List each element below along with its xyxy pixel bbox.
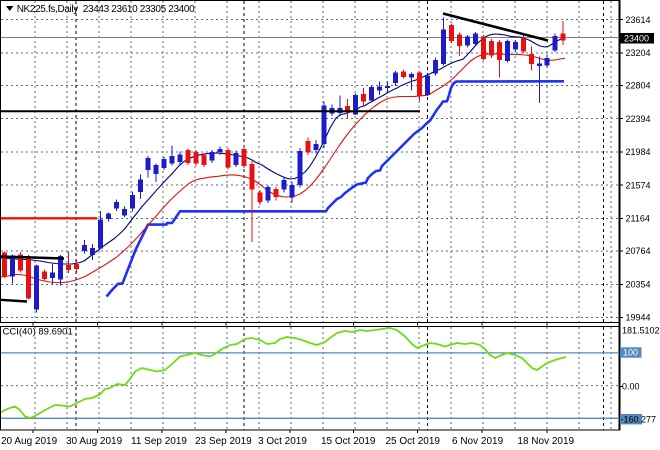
- svg-text:20 Aug 2019: 20 Aug 2019: [1, 436, 58, 447]
- svg-text:21574: 21574: [626, 180, 651, 190]
- svg-text:-160.277: -160.277: [621, 414, 657, 424]
- svg-text:23 Sep 2019: 23 Sep 2019: [195, 436, 252, 447]
- svg-text:22394: 22394: [626, 114, 651, 124]
- svg-text:25 Oct 2019: 25 Oct 2019: [386, 436, 441, 447]
- svg-text:11 Sep 2019: 11 Sep 2019: [131, 436, 187, 447]
- svg-text:181.5102: 181.5102: [622, 326, 660, 336]
- svg-text:22804: 22804: [626, 81, 651, 91]
- svg-text:30 Aug 2019: 30 Aug 2019: [66, 436, 123, 447]
- svg-text:100: 100: [623, 348, 638, 358]
- svg-text:19944: 19944: [626, 313, 651, 323]
- svg-text:18 Nov 2019: 18 Nov 2019: [517, 436, 574, 447]
- svg-text:6 Nov 2019: 6 Nov 2019: [452, 436, 504, 447]
- svg-text:23614: 23614: [626, 15, 651, 25]
- svg-text:21984: 21984: [626, 147, 651, 157]
- svg-text:CCI(40) 89.6901: CCI(40) 89.6901: [3, 327, 73, 338]
- svg-text:3 Oct 2019: 3 Oct 2019: [258, 436, 307, 447]
- svg-text:15 Oct 2019: 15 Oct 2019: [321, 436, 376, 447]
- svg-text:NK225.fs,Daily 23443 23610 23: NK225.fs,Daily 23443 23610 23305 23400: [17, 4, 195, 15]
- svg-text:20354: 20354: [626, 280, 651, 290]
- svg-text:20764: 20764: [626, 246, 651, 256]
- svg-text:21164: 21164: [626, 214, 650, 224]
- svg-text:23400: 23400: [624, 34, 649, 44]
- svg-text:23204: 23204: [626, 48, 651, 58]
- svg-text:0.00: 0.00: [622, 382, 640, 392]
